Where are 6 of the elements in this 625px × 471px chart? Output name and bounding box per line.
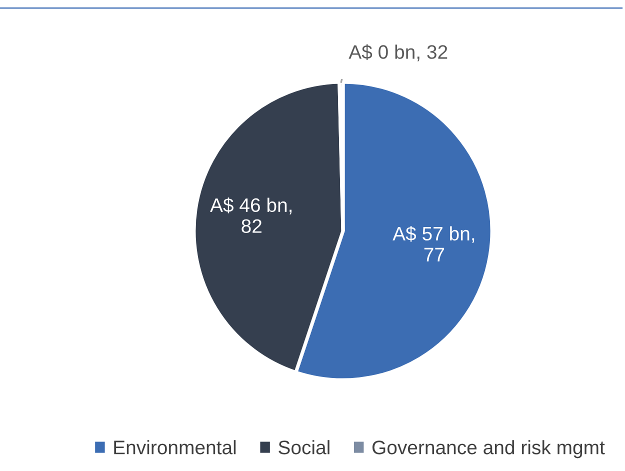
legend-label: Governance and risk mgmt [372, 440, 605, 458]
data-label: A$ 0 bn, 32 [348, 44, 448, 62]
legend-label: Social [278, 440, 330, 454]
legend-label: Environmental [114, 440, 236, 454]
data-label: A$ 57 bn, 77 [392, 226, 474, 262]
data-label: A$ 46 bn, 82 [210, 197, 292, 233]
